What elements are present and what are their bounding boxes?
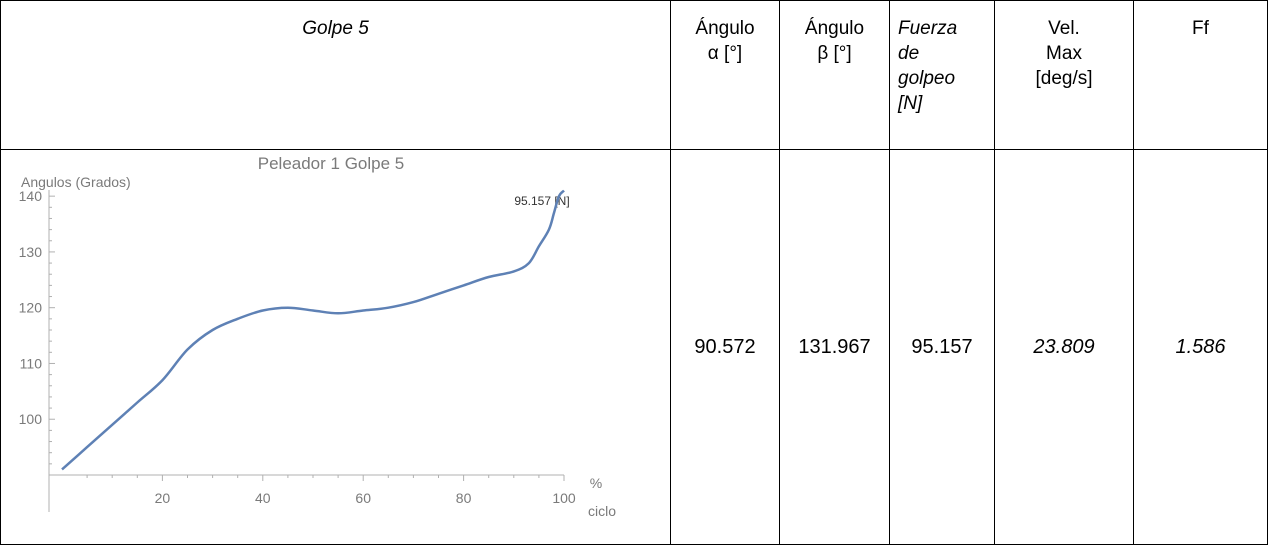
- chart-title: Peleador 1 Golpe 5: [258, 154, 405, 173]
- x-axis-label-bottom: ciclo: [588, 503, 616, 519]
- y-axis-label: Angulos (Grados): [21, 174, 131, 190]
- x-tick-label: 60: [355, 490, 371, 506]
- header-vel: Vel. Max [deg/s]: [994, 0, 1134, 150]
- header-fuerza: Fuerza de golpeo [N]: [889, 0, 995, 150]
- y-tick-label: 120: [19, 300, 43, 316]
- y-tick-label: 130: [19, 244, 43, 260]
- value-vel: 23.809: [994, 149, 1134, 545]
- value-fuerza: 95.157: [889, 149, 995, 545]
- header-alpha: Ángulo α [°]: [670, 0, 780, 150]
- x-axis-label-top: %: [590, 475, 602, 491]
- header-row: Golpe 5 Ángulo α [°] Ángulo β [°] Fuerza…: [0, 0, 1268, 150]
- x-tick-label: 100: [552, 490, 576, 506]
- y-tick-label: 100: [19, 411, 43, 427]
- peak-annotation: 95.157 [N]: [514, 194, 569, 208]
- header-beta: Ángulo β [°]: [779, 0, 890, 150]
- value-alpha: 90.572: [670, 149, 780, 545]
- x-tick-label: 40: [255, 490, 271, 506]
- chart-cell: Peleador 1 Golpe 5 Angulos (Grados) 95.1…: [0, 149, 671, 545]
- header-golpe: Golpe 5: [0, 0, 671, 150]
- value-beta: 131.967: [779, 149, 890, 545]
- header-ff: Ff: [1133, 0, 1268, 150]
- x-tick-label: 20: [155, 490, 171, 506]
- value-ff: 1.586: [1133, 149, 1268, 545]
- angle-line-chart: Peleador 1 Golpe 5 Angulos (Grados) 95.1…: [19, 154, 617, 519]
- y-tick-label: 110: [20, 355, 43, 371]
- data-row: Peleador 1 Golpe 5 Angulos (Grados) 95.1…: [0, 149, 1268, 545]
- y-tick-label: 140: [19, 188, 43, 204]
- series-line: [61, 189, 565, 471]
- x-tick-label: 80: [456, 490, 472, 506]
